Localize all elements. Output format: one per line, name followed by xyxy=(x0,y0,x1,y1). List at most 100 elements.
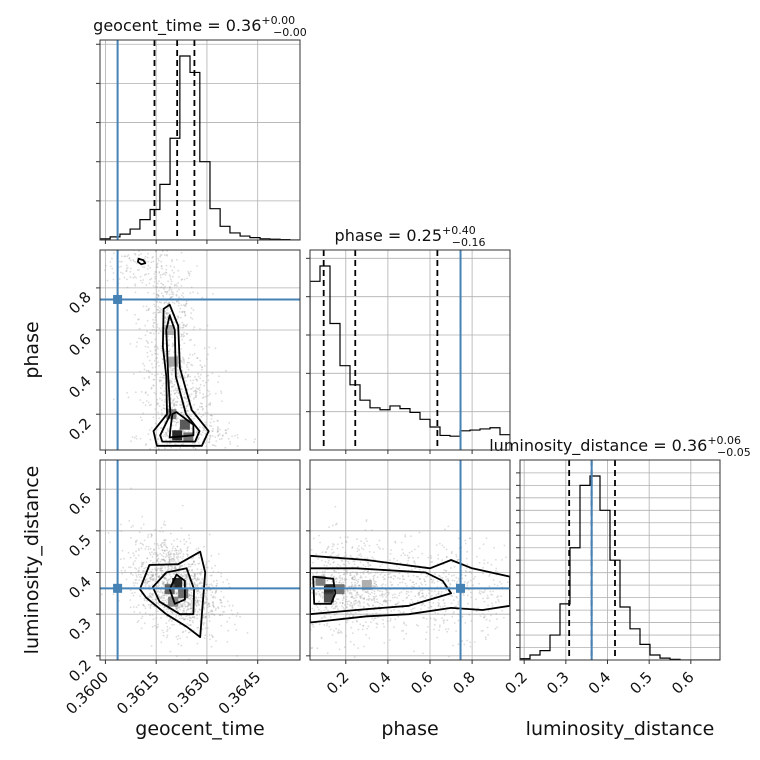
sample-point xyxy=(170,381,173,383)
sample-point xyxy=(364,529,367,532)
sample-point xyxy=(133,436,136,439)
sample-point xyxy=(335,641,337,644)
sample-point xyxy=(204,432,207,435)
sample-point xyxy=(212,580,215,583)
sample-point xyxy=(284,638,286,640)
sample-point xyxy=(168,289,171,292)
sample-point xyxy=(165,432,168,435)
sample-point xyxy=(165,268,168,271)
sample-point xyxy=(190,617,193,620)
sample-point xyxy=(171,377,174,380)
sample-point xyxy=(161,594,164,597)
sample-point xyxy=(177,317,180,319)
sample-point xyxy=(356,620,358,623)
sample-point xyxy=(211,635,214,638)
sample-point xyxy=(431,590,433,593)
sample-point xyxy=(168,350,171,353)
sample-point xyxy=(141,266,144,268)
sample-point xyxy=(198,557,201,559)
sample-point xyxy=(199,609,202,611)
sample-point xyxy=(185,576,188,579)
sample-point xyxy=(462,594,465,597)
sample-point xyxy=(157,547,160,550)
sample-point xyxy=(119,558,122,561)
sample-point xyxy=(169,287,171,290)
sample-point xyxy=(179,552,182,555)
sample-point xyxy=(356,582,359,584)
sample-point xyxy=(152,605,155,607)
sample-point xyxy=(148,571,151,574)
sample-point xyxy=(181,631,184,634)
sample-point xyxy=(155,568,158,571)
sample-point xyxy=(441,544,444,547)
sample-point xyxy=(304,580,306,582)
sample-point xyxy=(183,618,186,620)
sample-point xyxy=(170,390,173,392)
sample-point xyxy=(319,541,321,544)
sample-point xyxy=(168,578,170,581)
sample-point xyxy=(346,603,349,606)
sample-point xyxy=(156,543,159,545)
sample-point xyxy=(215,584,218,587)
sample-point xyxy=(185,609,188,612)
sample-point xyxy=(383,599,386,602)
sample-point xyxy=(358,554,360,556)
tick-labels: 0.3600 0.3615 0.3630 0.3645 0.2 0.4 0.6 0.8 0.2 0… xyxy=(62,288,697,718)
sample-point xyxy=(372,613,374,615)
sample-point xyxy=(514,573,516,575)
sample-point xyxy=(437,590,440,593)
sample-point xyxy=(455,553,457,556)
sample-point xyxy=(174,401,177,403)
sample-point xyxy=(184,617,187,620)
sample-point xyxy=(176,572,179,574)
sample-point xyxy=(142,563,144,566)
sample-point xyxy=(484,589,486,591)
truth-marker xyxy=(113,583,123,593)
sample-point xyxy=(156,296,159,299)
sample-point xyxy=(372,575,375,578)
sample-point xyxy=(463,581,466,583)
sample-point xyxy=(344,578,347,581)
sample-point xyxy=(217,420,219,422)
sample-point xyxy=(208,603,211,605)
sample-point xyxy=(172,572,175,575)
sample-point xyxy=(201,409,204,411)
sample-point xyxy=(355,571,358,574)
sample-point xyxy=(192,571,195,574)
sample-point xyxy=(351,596,354,598)
sample-point xyxy=(155,250,158,253)
sample-point xyxy=(325,613,328,616)
sample-point xyxy=(176,389,179,392)
sample-point xyxy=(170,280,173,283)
sample-point xyxy=(397,601,400,604)
sample-point xyxy=(190,363,193,366)
sample-point xyxy=(418,594,420,597)
sample-point xyxy=(204,421,207,424)
sample-point xyxy=(351,604,354,607)
sample-point xyxy=(322,595,324,598)
sample-point xyxy=(333,613,336,616)
sample-point xyxy=(217,606,220,608)
sample-point xyxy=(198,604,200,606)
sample-point xyxy=(210,554,213,557)
sample-point xyxy=(163,581,166,583)
sample-point xyxy=(186,623,189,625)
sample-point xyxy=(188,272,191,275)
sample-point xyxy=(162,558,165,561)
sample-point xyxy=(153,280,156,283)
sample-point xyxy=(164,599,167,602)
sample-point xyxy=(187,373,190,376)
sample-point xyxy=(127,396,130,399)
sample-point xyxy=(151,556,154,558)
sample-point xyxy=(146,581,149,584)
sample-point xyxy=(180,550,183,553)
sample-point xyxy=(127,551,130,554)
sample-point xyxy=(421,589,424,592)
sample-point xyxy=(318,623,321,626)
sample-point xyxy=(182,584,185,587)
sample-point xyxy=(355,573,358,576)
sample-point xyxy=(171,248,173,250)
sample-point xyxy=(203,637,206,639)
sample-point xyxy=(351,578,354,580)
sample-point xyxy=(323,615,326,618)
